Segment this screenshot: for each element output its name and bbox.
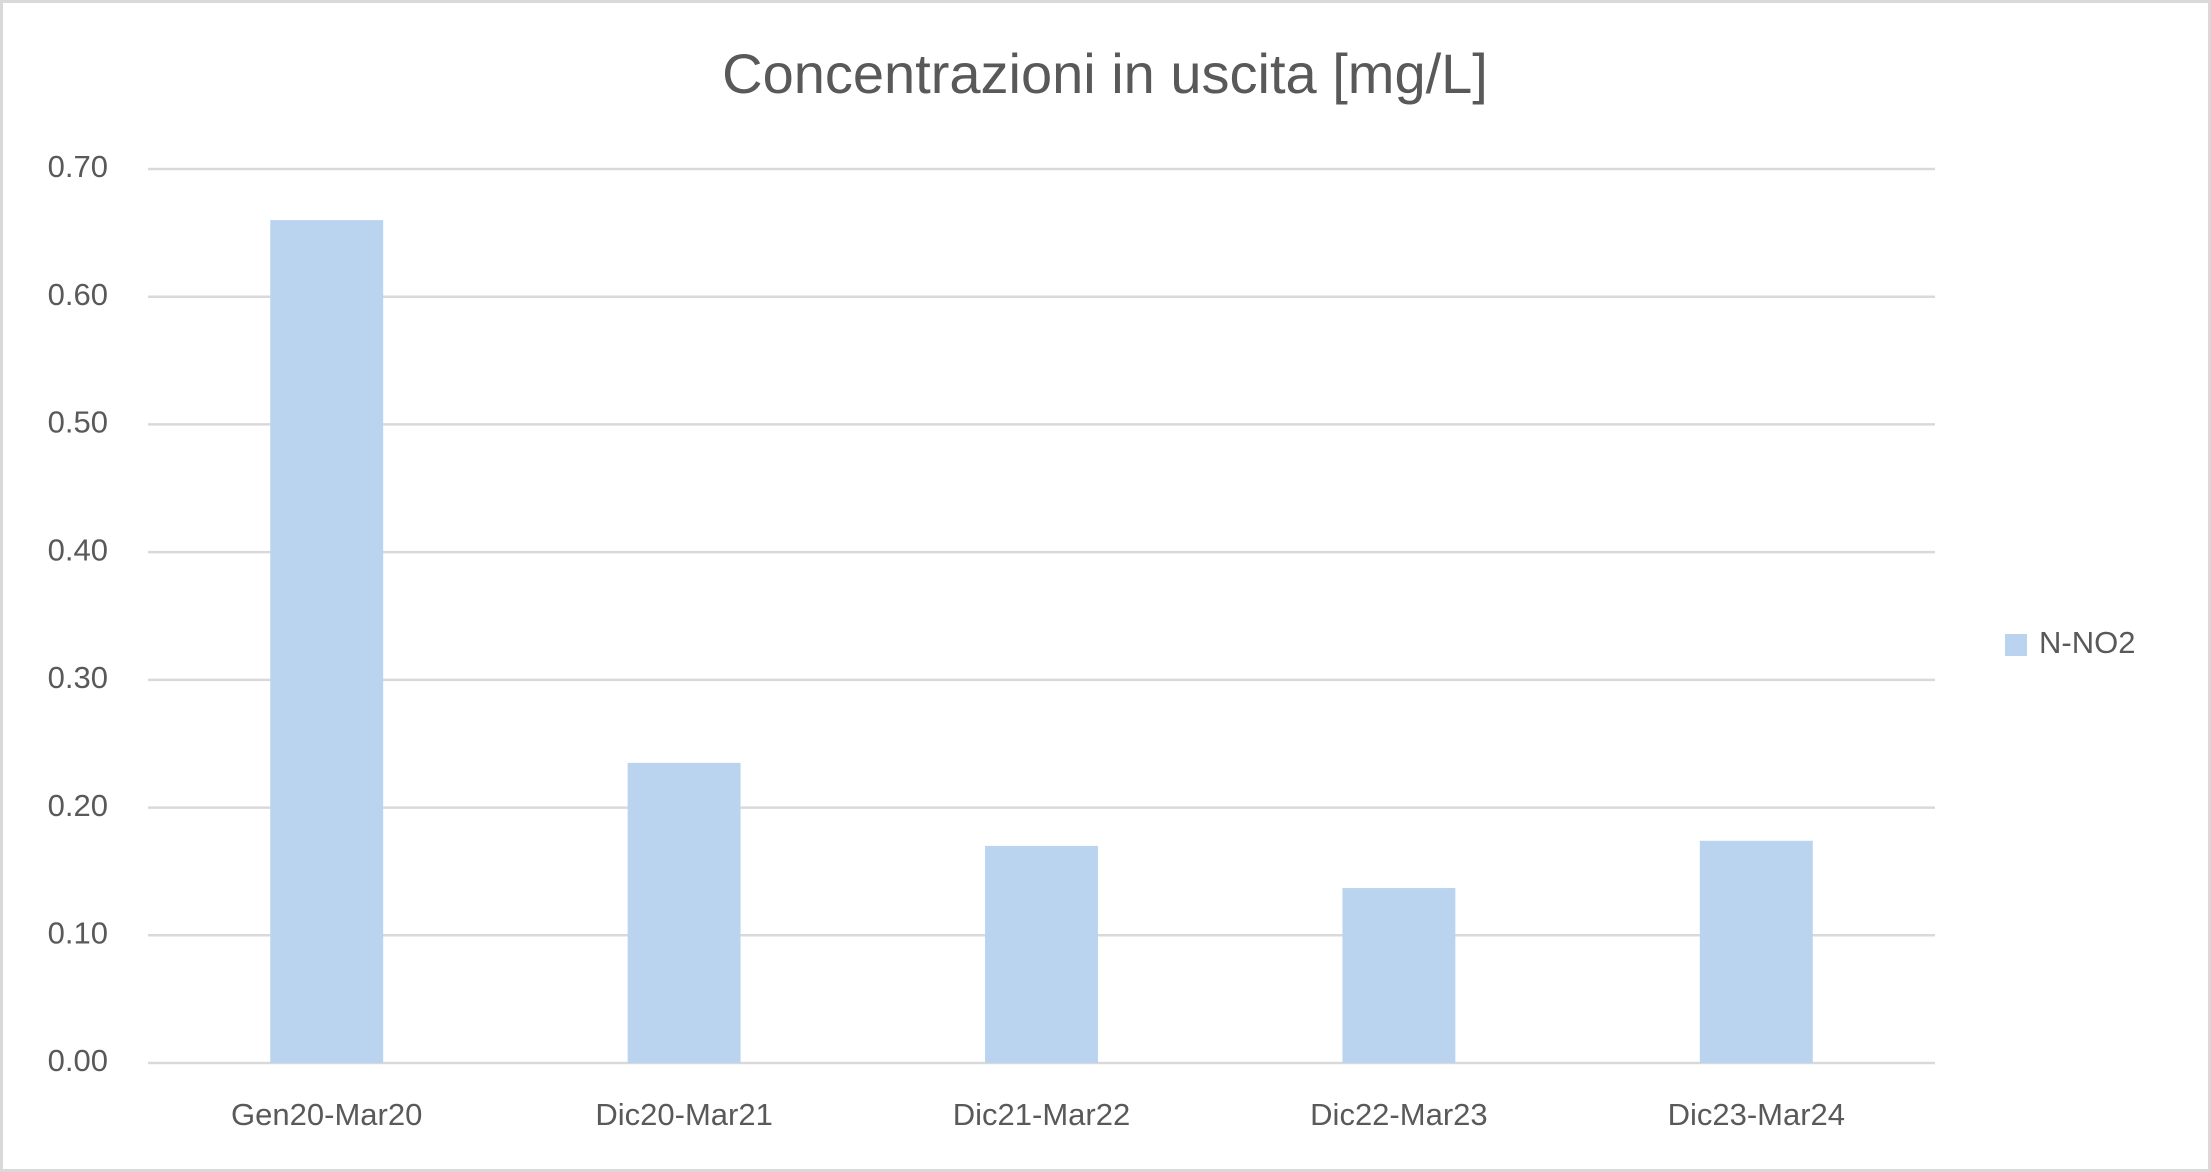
legend-label: N-NO2 [2039,625,2135,660]
x-tick-label: Gen20-Mar20 [231,1097,422,1132]
bar [1342,888,1456,1063]
y-tick-label: 0.60 [48,277,108,312]
x-tick-label: Dic22-Mar23 [1310,1097,1487,1132]
x-tick-label: Dic23-Mar24 [1668,1097,1845,1132]
bar [985,845,1098,1063]
bar [627,762,741,1063]
y-tick-label: 0.30 [48,660,108,695]
y-tick-label: 0.10 [48,915,108,950]
x-tick-label: Dic21-Mar22 [953,1097,1130,1132]
x-tick-label: Dic20-Mar21 [595,1097,772,1132]
bar [1699,840,1813,1063]
y-tick-label: 0.40 [48,532,108,567]
y-tick-label: 0.70 [48,149,108,184]
y-tick-label: 0.50 [48,405,108,440]
legend-swatch [2005,634,2027,656]
y-tick-label: 0.20 [48,788,108,823]
bar [270,220,384,1064]
chart-title: Concentrazioni in uscita [mg/L] [722,42,1488,105]
y-tick-label: 0.00 [48,1043,108,1078]
